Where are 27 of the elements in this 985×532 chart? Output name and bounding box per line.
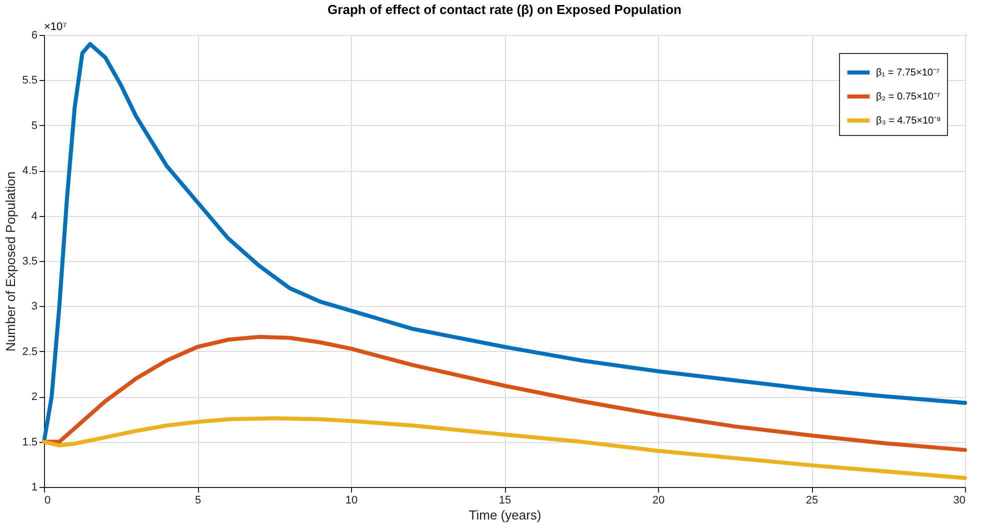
x-tick-label: 30 (953, 494, 966, 506)
y-tick-label: 2.5 (22, 346, 38, 358)
y-tick-label: 3.5 (22, 256, 38, 268)
chart-title: Graph of effect of contact rate (β) on Exposed Population (328, 2, 682, 17)
x-tick-label: 0 (44, 494, 51, 506)
legend-label: β₁ = 7.75×10⁻⁷ (876, 68, 940, 78)
x-tick-label: 5 (194, 494, 202, 506)
line-series (42, 416, 967, 480)
x-tick-label: 15 (498, 494, 512, 506)
y-tick-label: 2 (31, 391, 38, 404)
y-axis-title: Number of Exposed Population (3, 172, 18, 352)
legend-label: β₂ = 0.75×10⁻⁷ (876, 92, 940, 102)
line-series (42, 334, 967, 452)
text: ×10⁷ (44, 21, 67, 33)
y-tick-label: 6 (31, 30, 38, 42)
x-tick-label: 10 (345, 494, 358, 506)
x-axis-title: Time (years) (468, 508, 542, 522)
x-tick-label: 25 (806, 494, 818, 506)
y-tick-label: 1.5 (22, 436, 38, 448)
legend-label: β₃ = 4.75×10⁻⁸ (876, 116, 941, 126)
y-tick-label: 4 (31, 210, 38, 222)
y-tick-label: 3 (31, 300, 38, 313)
y-tick-label: 5 (31, 120, 38, 132)
y-tick-label: 5.5 (22, 74, 38, 87)
y-tick-label: 4.5 (22, 165, 38, 178)
y-tick-label: 1 (31, 482, 38, 494)
x-tick-label: 20 (652, 494, 665, 506)
